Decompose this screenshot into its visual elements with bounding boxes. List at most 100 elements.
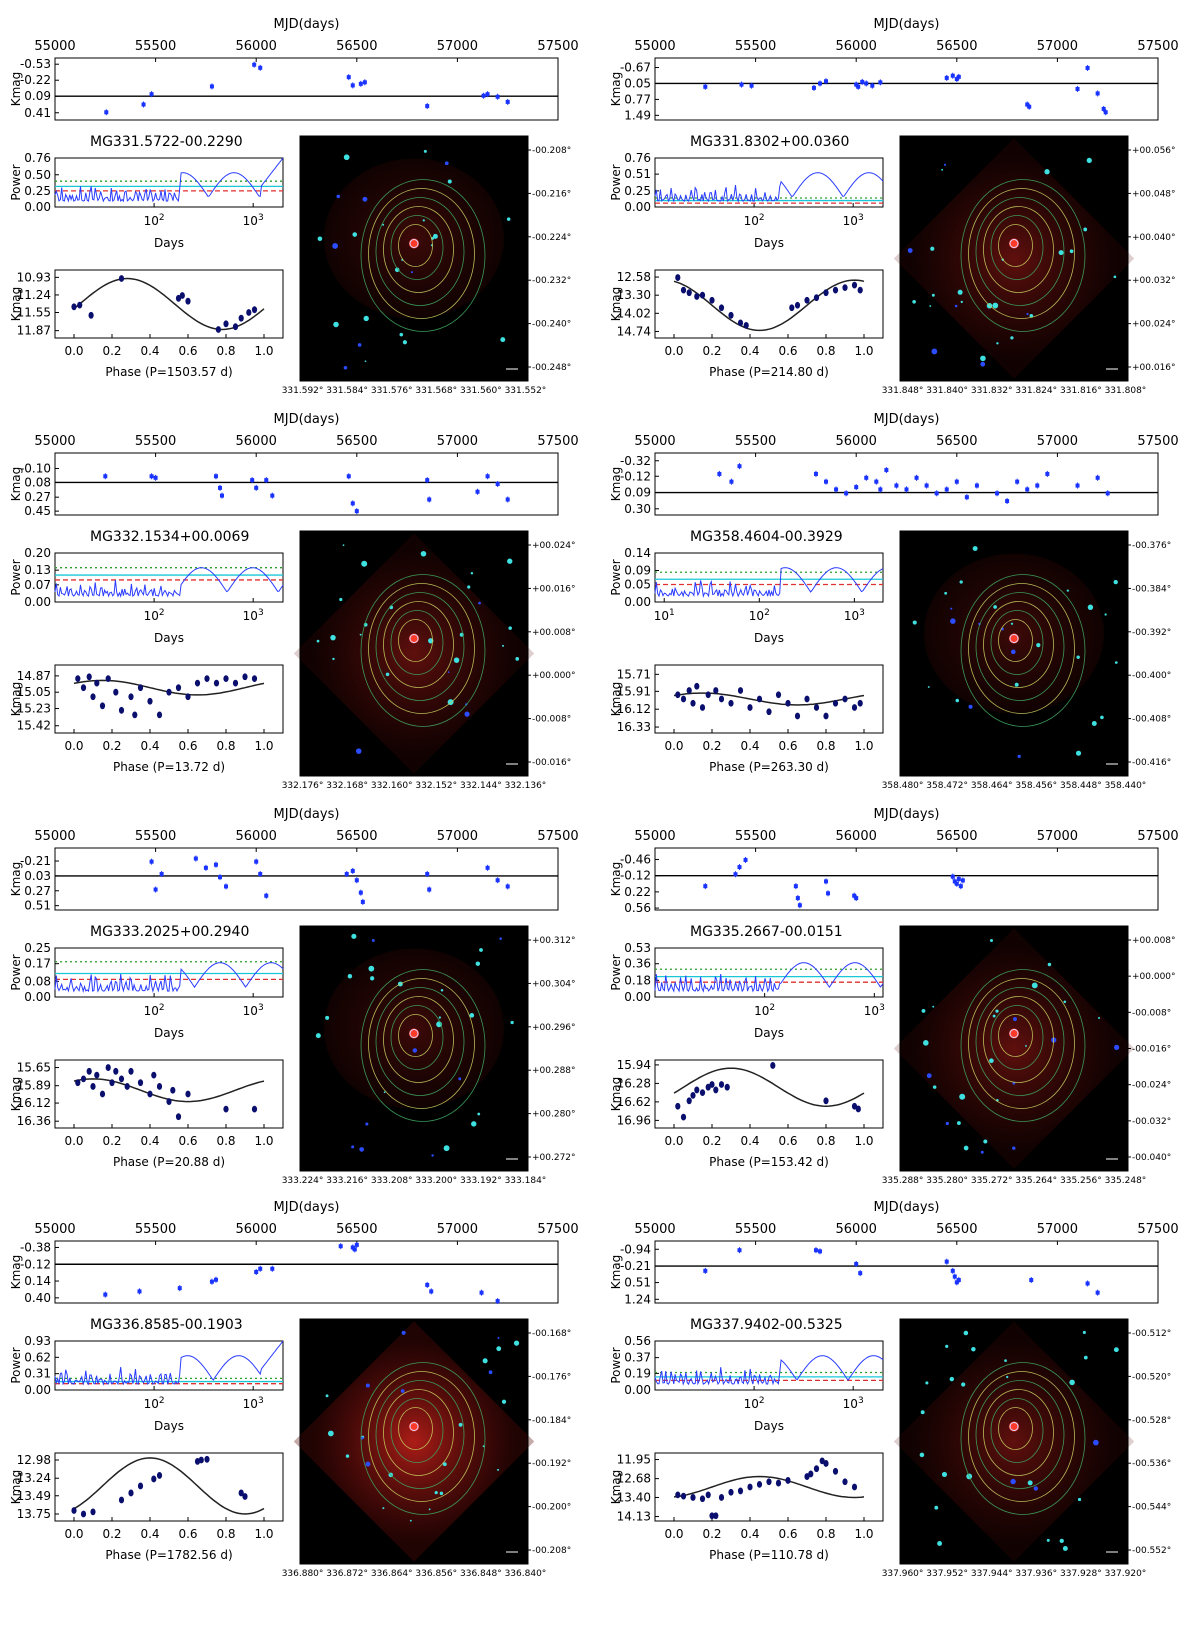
sky-star [1091, 721, 1097, 726]
mjd-point [813, 1248, 818, 1253]
sky-star [510, 1020, 514, 1025]
phase-kmag-axis-label: Kmag [9, 1470, 23, 1505]
sky-star [382, 223, 385, 226]
mjd-tick-label: 55000 [34, 39, 75, 54]
power-tick-label: 0.07 [24, 578, 51, 592]
wcs-ra-labels: 331.848° 331.840° 331.832° 331.824° 331.… [882, 386, 1147, 396]
sky-star [1076, 655, 1080, 659]
sky-star [1046, 1538, 1050, 1542]
sky-star [332, 657, 335, 661]
wcs-dec-label: -00.208° [532, 1546, 571, 1556]
mjd-tick-label: 55500 [735, 829, 776, 844]
mjd-point [952, 879, 957, 884]
kmag-tick-label: 0.56 [624, 901, 651, 915]
phase-point [766, 1478, 772, 1486]
sky-star [1033, 1486, 1039, 1491]
power-axis-label: Power [9, 954, 23, 990]
sky-star [482, 1358, 488, 1364]
mjd-point [954, 77, 959, 82]
sky-star [345, 1454, 350, 1458]
kmag-axis-label: Kmag [609, 862, 623, 897]
phase-point [690, 1091, 696, 1099]
sky-star [382, 1507, 385, 1510]
mjd-tick-label: 57000 [1037, 39, 1078, 54]
contour [398, 1407, 433, 1450]
sky-star [471, 1121, 477, 1127]
mjd-point [350, 501, 355, 506]
phase-point [151, 1071, 157, 1079]
wcs-dec-label: -00.216° [532, 189, 571, 199]
phase-point [124, 1083, 130, 1090]
phase-tick-label: 0.2 [702, 1134, 721, 1148]
contour [983, 996, 1054, 1083]
mjd-point [878, 80, 883, 85]
mjd-point [894, 483, 899, 488]
mjd-tick-label: 56500 [336, 39, 377, 54]
phase-point [832, 1467, 839, 1475]
power-tick-label: 0.56 [624, 1334, 651, 1348]
panel-svg: MJD(days) 55000 55500 56000 56500 57000 57500 -… [609, 807, 1179, 1186]
mjd-plot-frame [654, 847, 1159, 911]
mjd-tick-label: 57000 [437, 39, 478, 54]
sky-star [339, 597, 343, 602]
wcs-ra-labels: 358.480° 358.472° 358.464° 358.456° 358.… [882, 781, 1147, 791]
phase-point [238, 314, 244, 322]
phase-tick-label: 0.6 [178, 1134, 197, 1148]
sky-star [332, 243, 339, 249]
sky-star [954, 304, 958, 308]
mjd-point [737, 865, 742, 870]
sky-star [394, 267, 400, 273]
sky-star [927, 686, 930, 688]
mjd-point [703, 84, 708, 89]
mjd-tick-label: 55000 [634, 1222, 675, 1237]
wcs-dec-label: -00.544° [1132, 1503, 1171, 1513]
sky-star [972, 546, 978, 552]
target-source [409, 1421, 419, 1432]
phase-point [137, 1482, 144, 1490]
mjd-point [149, 859, 154, 864]
phase-kmag-tick-label: 13.75 [17, 1507, 51, 1521]
mjd-tick-label: 56500 [936, 1222, 977, 1237]
phase-point [80, 1510, 87, 1518]
sky-star [1069, 1379, 1075, 1386]
mjd-point [817, 1249, 822, 1254]
sky-star [943, 163, 947, 166]
mjd-point [795, 896, 800, 901]
phase-point [747, 704, 753, 711]
mjd-point [213, 862, 218, 867]
mjd-point [104, 110, 109, 115]
kmag-tick-label: 0.05 [624, 76, 651, 90]
phase-kmag-tick-label: 15.94 [617, 1058, 651, 1072]
power-tick-label: 0.17 [24, 957, 51, 971]
mjd-axis-label: MJD(days) [274, 807, 340, 822]
phase-plot-frame [54, 269, 284, 339]
mjd-point [1005, 499, 1010, 504]
sky-image-frame [299, 135, 529, 382]
wcs-ra-labels: 336.880° 336.872° 336.864° 336.856° 336.… [282, 1569, 547, 1579]
phase-point [113, 688, 119, 696]
target-marker [1009, 1422, 1019, 1431]
contour [968, 188, 1075, 319]
sky-star [1113, 1044, 1120, 1050]
wcs-dec-label: -00.168° [532, 1329, 571, 1339]
phase-point [99, 1090, 106, 1098]
mjd-point [495, 94, 500, 99]
contour [968, 978, 1075, 1109]
sky-star [458, 1422, 463, 1427]
sky-star [385, 672, 390, 677]
phase-kmag-tick-label: 14.87 [17, 669, 51, 683]
phase-point [813, 1465, 820, 1473]
object-panel-3: MJD(days) 55000 55500 56000 56500 57000 57500 -… [0, 395, 600, 807]
sky-star [364, 360, 367, 363]
mjd-point [193, 856, 198, 861]
sky-star [925, 1381, 929, 1385]
phase-axis-label: Phase (P=110.78 d) [709, 1548, 829, 1562]
kmag-tick-label: 0.40 [24, 1291, 51, 1305]
contour [990, 1005, 1044, 1070]
mjd-point [479, 1290, 484, 1295]
sky-star [464, 711, 470, 717]
target-marker [409, 239, 419, 248]
wcs-dec-label: -00.416° [1132, 758, 1171, 768]
phase-point [156, 1472, 163, 1479]
sky-star [496, 1346, 502, 1352]
